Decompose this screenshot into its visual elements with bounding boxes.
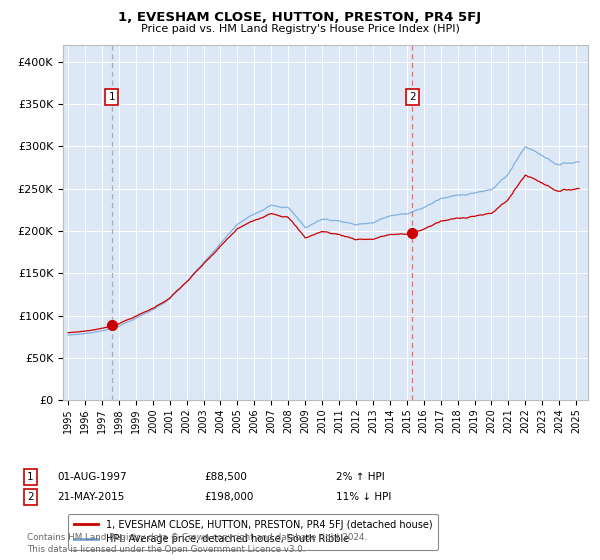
Text: Price paid vs. HM Land Registry's House Price Index (HPI): Price paid vs. HM Land Registry's House … [140,24,460,34]
Text: £88,500: £88,500 [204,472,247,482]
Text: 2: 2 [27,492,34,502]
Text: 1: 1 [109,92,115,102]
Text: 01-AUG-1997: 01-AUG-1997 [57,472,127,482]
Text: 1, EVESHAM CLOSE, HUTTON, PRESTON, PR4 5FJ: 1, EVESHAM CLOSE, HUTTON, PRESTON, PR4 5… [118,11,482,24]
Text: 2: 2 [409,92,416,102]
Text: 1: 1 [27,472,34,482]
Legend: 1, EVESHAM CLOSE, HUTTON, PRESTON, PR4 5FJ (detached house), HPI: Average price,: 1, EVESHAM CLOSE, HUTTON, PRESTON, PR4 5… [68,514,438,550]
Text: £198,000: £198,000 [204,492,253,502]
Text: 2% ↑ HPI: 2% ↑ HPI [336,472,385,482]
Text: Contains HM Land Registry data © Crown copyright and database right 2024.
This d: Contains HM Land Registry data © Crown c… [27,533,367,554]
Text: 21-MAY-2015: 21-MAY-2015 [57,492,124,502]
Text: 11% ↓ HPI: 11% ↓ HPI [336,492,391,502]
